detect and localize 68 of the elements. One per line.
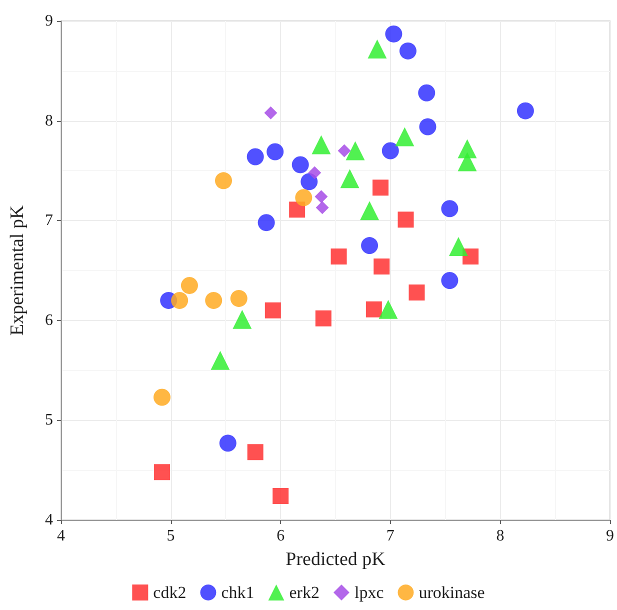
y-tick-label: 6 [45,312,53,329]
point [258,214,275,232]
point [399,42,416,60]
point [295,189,312,206]
point [385,25,402,42]
point [292,156,309,174]
y-axis-title: Experimental pK [7,205,28,336]
point [419,118,436,136]
point [308,166,322,180]
point [272,488,289,504]
point [378,300,398,319]
point [230,290,248,307]
point [314,190,328,204]
point [448,237,468,256]
point [372,180,389,196]
x-axis-title: Predicted pK [286,549,386,570]
y-tick-label: 4 [45,512,53,528]
point [346,141,365,160]
point [205,292,222,309]
point [330,248,347,265]
point [408,284,425,300]
point [458,152,477,172]
legend-label: urokinase [418,583,485,602]
x-tick-label: 4 [57,528,65,544]
point [340,169,360,188]
point [374,258,390,275]
point [338,144,351,158]
point [395,127,414,146]
x-tick-label: 9 [606,528,614,544]
point [215,172,232,190]
legend-label: chk1 [221,583,254,602]
point [154,464,170,480]
point [516,102,534,120]
x-tick-label: 5 [166,528,175,544]
point [361,237,378,254]
legend-label: cdk2 [153,583,186,602]
point [315,310,332,326]
point [366,301,382,318]
point [316,201,329,214]
point [368,39,387,58]
y-tick-label: 8 [45,112,53,130]
y-tick-label: 9 [45,12,53,30]
point [246,148,264,166]
point [232,310,252,329]
point [180,276,198,294]
point [300,173,318,190]
point [312,135,331,154]
x-tick-label: 8 [496,528,504,544]
point [219,434,236,452]
point [398,212,414,228]
point [382,142,399,160]
x-tick-label: 6 [276,528,285,544]
point [266,143,284,160]
point [247,444,264,460]
legend-label: erk2 [289,583,320,602]
point [441,272,458,289]
y-tick-label: 7 [45,212,53,230]
point [441,200,458,218]
point [360,201,380,220]
point [171,292,188,309]
point [264,106,278,120]
point [210,350,230,370]
legend-label: lpxc [354,583,384,602]
point [418,84,436,102]
point [264,302,281,318]
x-tick-label: 7 [386,528,394,544]
y-tick-label: 5 [45,412,53,429]
point [154,388,171,406]
